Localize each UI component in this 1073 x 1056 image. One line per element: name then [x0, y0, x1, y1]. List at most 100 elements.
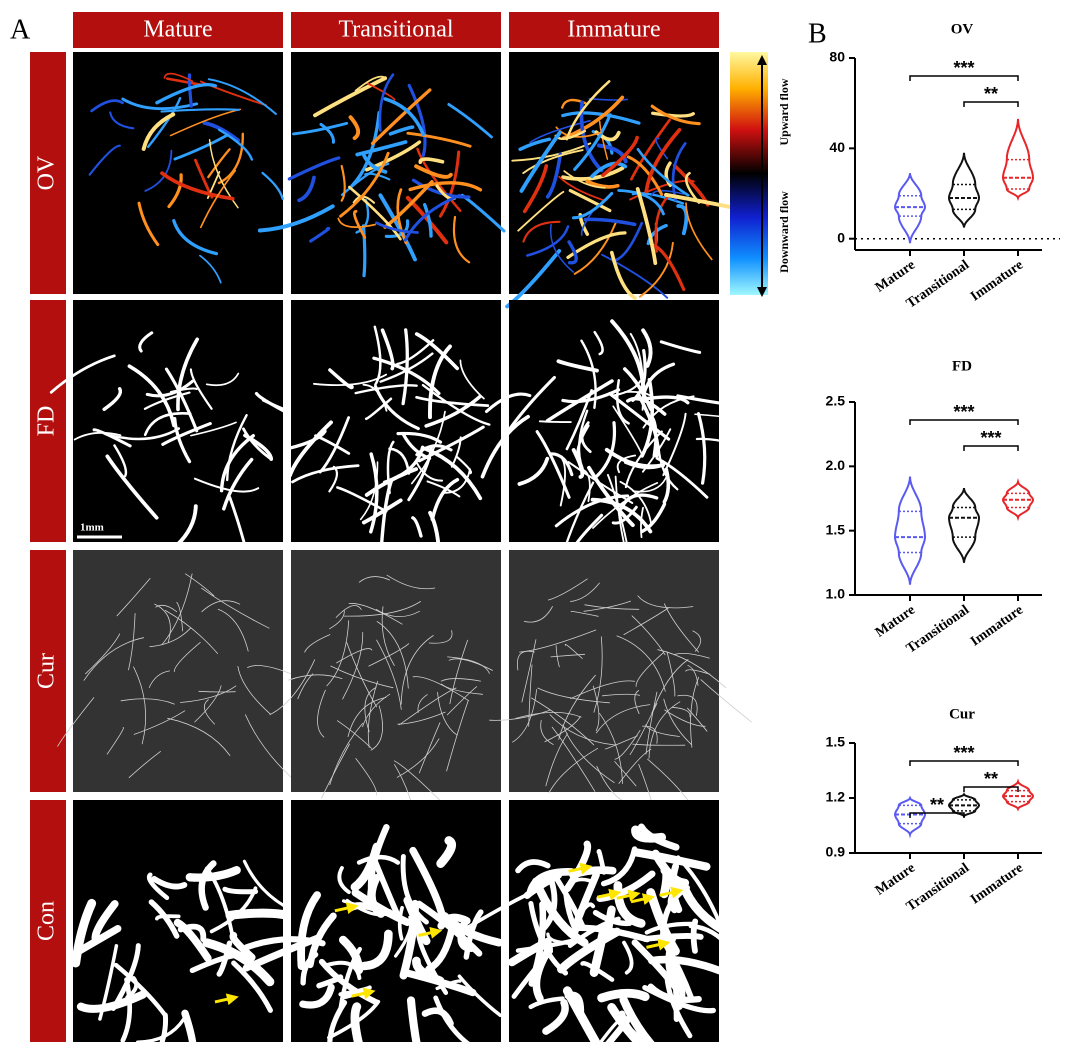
vessel — [309, 226, 331, 243]
vessel — [198, 690, 236, 693]
vessel — [194, 685, 222, 723]
vessel — [155, 604, 178, 613]
vessel — [664, 161, 672, 187]
vessel — [149, 627, 192, 648]
vessel — [288, 674, 343, 681]
vessel — [593, 636, 603, 713]
vessel — [85, 633, 121, 675]
significance-bracket — [909, 760, 1019, 766]
vessel — [623, 461, 661, 470]
y-tick-label: 0 — [837, 229, 845, 245]
vessel — [637, 823, 680, 851]
vessel — [571, 448, 585, 479]
vessel — [596, 870, 656, 902]
vessel — [522, 164, 549, 214]
vessel — [98, 944, 119, 1021]
vessel — [480, 414, 530, 479]
vessel — [336, 486, 388, 513]
vessel — [618, 748, 652, 784]
vessel — [561, 111, 641, 125]
vessel — [570, 611, 599, 617]
vessel — [648, 701, 681, 759]
vessel — [153, 1012, 169, 1056]
vessel — [415, 444, 453, 457]
vessel — [573, 222, 617, 275]
vessel — [550, 653, 586, 658]
vessel — [648, 955, 735, 979]
vessel — [561, 166, 625, 181]
vessel — [526, 225, 570, 257]
vessel — [592, 685, 600, 732]
vessel — [587, 465, 635, 528]
vessel — [590, 161, 628, 179]
vessel — [410, 410, 446, 485]
vessel — [645, 724, 680, 737]
vessel — [381, 606, 395, 666]
vessel — [370, 88, 432, 146]
vessel — [522, 220, 561, 243]
vessel — [219, 434, 255, 493]
arrow — [597, 888, 622, 901]
vessel — [529, 119, 591, 144]
chart-title: Cur — [949, 706, 975, 722]
vessel — [359, 461, 379, 521]
arrow — [351, 987, 376, 1000]
vessel — [198, 860, 217, 911]
vessel — [584, 604, 640, 610]
column-header-text: Transitional — [338, 17, 453, 43]
vessel — [187, 73, 193, 108]
vessel — [143, 391, 191, 410]
vessel — [662, 467, 671, 504]
vessel — [641, 362, 676, 404]
vessel — [361, 224, 367, 278]
vessel — [401, 328, 409, 406]
vessel — [380, 328, 395, 371]
vessel — [154, 603, 171, 643]
colorbar-label: Downward flow — [777, 191, 791, 273]
vessel — [388, 447, 411, 475]
vessel — [386, 574, 436, 590]
significance-bracket — [963, 445, 1019, 451]
vessel — [619, 480, 653, 527]
vessel — [616, 379, 630, 425]
vessels — [286, 325, 491, 563]
colorbar: Upward flow Downward flow — [730, 52, 791, 297]
vessel — [369, 452, 379, 534]
vessel — [651, 849, 690, 888]
vessel — [549, 714, 616, 746]
vessel — [317, 689, 326, 738]
vessel — [614, 761, 637, 787]
vessel — [155, 914, 181, 921]
vessel — [207, 78, 277, 115]
column-header — [509, 12, 719, 48]
vessel — [687, 664, 699, 686]
vessel — [202, 121, 240, 143]
vessel — [145, 379, 195, 398]
vessel — [537, 687, 610, 704]
vessel — [557, 927, 622, 974]
vessel — [548, 747, 599, 794]
vessels — [242, 824, 504, 1056]
vessel — [507, 937, 552, 967]
vessel — [143, 412, 192, 437]
vessel — [76, 990, 148, 1013]
vessel — [521, 639, 537, 703]
row-header — [30, 52, 66, 294]
vessel — [400, 853, 429, 925]
vessel — [359, 929, 393, 971]
vessel — [421, 1007, 454, 1027]
vessel — [155, 82, 217, 105]
vessel — [602, 693, 640, 697]
vessel — [135, 1017, 186, 1044]
vessel — [692, 630, 702, 652]
y-tick-label: 40 — [829, 139, 845, 155]
vessels — [71, 859, 303, 1056]
vessel — [364, 467, 419, 497]
arrow — [646, 938, 671, 951]
vessel — [437, 692, 458, 736]
vessel — [373, 325, 382, 386]
vessel — [642, 933, 704, 942]
vessel — [287, 156, 341, 181]
vessel — [396, 738, 440, 778]
